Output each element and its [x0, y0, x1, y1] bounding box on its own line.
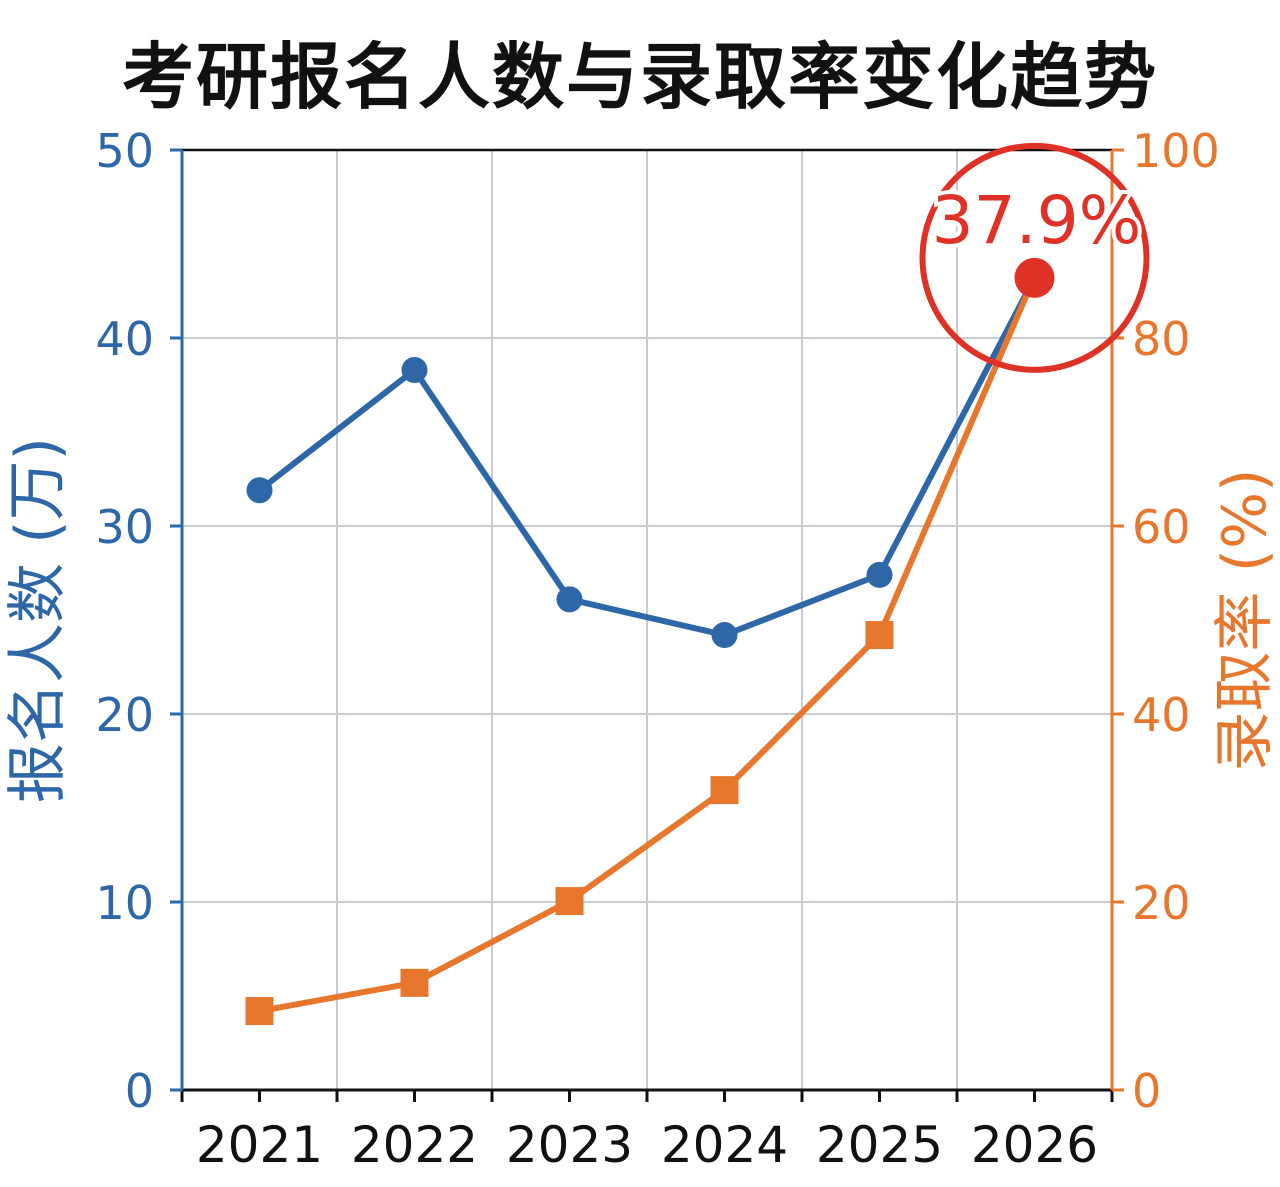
series-2-line [258, 275, 1038, 1014]
series-1-point [866, 561, 893, 588]
series-1-point [246, 477, 273, 504]
x-tick-label: 2026 [971, 1116, 1098, 1174]
series-2-point [245, 997, 274, 1026]
x-tick-label: 2021 [196, 1116, 323, 1174]
left-tick-label: 0 [125, 1064, 154, 1118]
x-tick-label: 2024 [661, 1116, 788, 1174]
right-tick-label: 80 [1132, 312, 1191, 366]
left-tick-label: 50 [95, 124, 154, 178]
left-tick-label: 40 [95, 312, 154, 366]
right-axis-label: 录取率 (%) [1210, 469, 1280, 772]
series-1-line [257, 276, 1038, 639]
series-2-point [865, 621, 894, 650]
x-tick-label: 2023 [506, 1116, 633, 1174]
right-tick-label: 60 [1132, 500, 1191, 554]
left-tick-label: 20 [95, 688, 154, 742]
series-1-point [556, 586, 583, 613]
chart-title: 考研报名人数与录取率变化趋势 [121, 35, 1158, 119]
right-tick-label: 0 [1132, 1064, 1161, 1118]
series-2-point [555, 887, 584, 916]
series-2-point [710, 776, 739, 805]
x-tick-label: 2022 [351, 1116, 478, 1174]
highlight-ring [919, 142, 1150, 373]
series-2-point [400, 968, 429, 997]
left-tick-label: 30 [95, 500, 154, 554]
right-tick-label: 20 [1132, 876, 1191, 930]
right-tick-label: 100 [1132, 124, 1220, 178]
left-tick-label: 10 [95, 876, 154, 930]
annotation-label: 37.9% [932, 182, 1142, 259]
x-tick-label: 2025 [816, 1116, 943, 1174]
series-1-point [401, 356, 428, 383]
series-1-point [711, 622, 738, 649]
highlight-point [1014, 257, 1055, 298]
right-tick-label: 40 [1132, 688, 1191, 742]
left-axis-label: 报名人数 (万) [3, 437, 73, 803]
